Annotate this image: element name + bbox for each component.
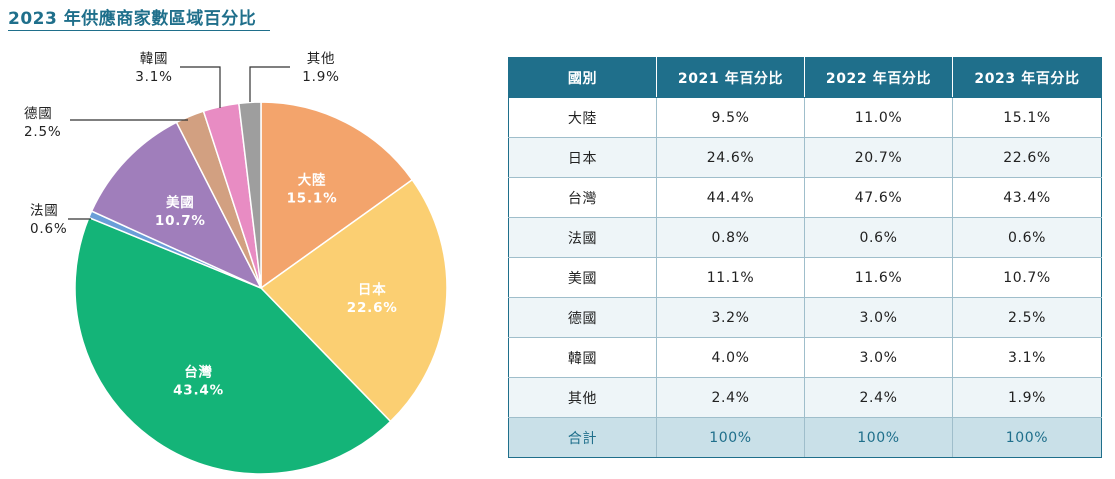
pie-chart: 大陸 15.1% 日本 22.6% 台灣 43.4% 法國 0.6% 美國 10.7% 德國 2.5%… xyxy=(24,51,448,475)
pie-slice-name-label: 法國 xyxy=(30,203,59,219)
table-cell-value: 24.6% xyxy=(656,137,805,178)
pie-slice-1 xyxy=(259,178,448,423)
table-row: 大陸 9.5% 11.0% 15.1% xyxy=(508,97,1102,138)
pie-slice-value-label: 15.1% xyxy=(287,191,338,207)
table-cell-country: 台灣 xyxy=(508,177,657,218)
table-cell-value: 11.0% xyxy=(804,97,953,138)
table-cell-value: 10.7% xyxy=(952,257,1102,298)
page-title: 2023 年供應商家數區域百分比 xyxy=(8,9,257,29)
table-cell-value: 44.4% xyxy=(656,177,805,218)
pie-slice-2 xyxy=(74,216,392,475)
table-row: 其他 2.4% 2.4% 1.9% xyxy=(508,377,1102,418)
table-cell-country: 韓國 xyxy=(508,337,657,378)
table-row: 台灣 44.4% 47.6% 43.4% xyxy=(508,177,1102,218)
total-2023: 100% xyxy=(952,417,1102,458)
table-cell-value: 1.9% xyxy=(952,377,1102,418)
table-cell-value: 4.0% xyxy=(656,337,805,378)
table-cell-value: 0.6% xyxy=(804,217,953,258)
pie-slice-value-label: 3.1% xyxy=(135,69,173,85)
pie-slice-name-label: 德國 xyxy=(24,106,53,122)
table-cell-value: 15.1% xyxy=(952,97,1102,138)
table-row: 法國 0.8% 0.6% 0.6% xyxy=(508,217,1102,258)
table-row: 韓國 4.0% 3.0% 3.1% xyxy=(508,337,1102,378)
pie-slice-7 xyxy=(237,101,262,289)
table-cell-country: 美國 xyxy=(508,257,657,298)
table-cell-value: 2.4% xyxy=(656,377,805,418)
pie-slice-name-label: 韓國 xyxy=(140,51,169,67)
table-cell-value: 11.1% xyxy=(656,257,805,298)
pie-slice-name-label: 其他 xyxy=(307,51,336,67)
pie-slice-value-label: 43.4% xyxy=(173,383,224,399)
table-cell-country: 其他 xyxy=(508,377,657,418)
table-total-row: 合計 100% 100% 100% xyxy=(508,417,1102,458)
pie-slice-name-label: 日本 xyxy=(358,281,387,298)
title-underline xyxy=(8,30,270,31)
table-cell-value: 0.6% xyxy=(952,217,1102,258)
table-cell-country: 法國 xyxy=(508,217,657,258)
table-cell-country: 德國 xyxy=(508,297,657,338)
pie-slice-name-label: 美國 xyxy=(166,194,195,211)
pie-slices xyxy=(74,101,448,475)
column-header-country: 國別 xyxy=(508,57,657,98)
table-cell-value: 0.8% xyxy=(656,217,805,258)
table-cell-value: 2.4% xyxy=(804,377,953,418)
pie-slice-name-label: 大陸 xyxy=(298,172,327,189)
table-row: 德國 3.2% 3.0% 2.5% xyxy=(508,297,1102,338)
pie-leader-line xyxy=(249,66,290,102)
table-cell-value: 9.5% xyxy=(656,97,805,138)
column-header-2023: 2023 年百分比 xyxy=(952,57,1102,98)
total-label: 合計 xyxy=(508,417,657,458)
table-cell-value: 20.7% xyxy=(804,137,953,178)
table-cell-value: 3.2% xyxy=(656,297,805,338)
pie-slice-value-label: 1.9% xyxy=(302,69,340,85)
table-cell-value: 3.0% xyxy=(804,337,953,378)
pie-slice-name-label: 台灣 xyxy=(184,364,213,381)
table-cell-value: 3.0% xyxy=(804,297,953,338)
pie-slice-value-label: 2.5% xyxy=(24,124,62,140)
table-header-row: 國別 2021 年百分比 2022 年百分比 2023 年百分比 xyxy=(508,57,1102,98)
table-cell-value: 47.6% xyxy=(804,177,953,218)
table-cell-country: 大陸 xyxy=(508,97,657,138)
pie-slice-4 xyxy=(90,121,263,290)
pie-slice-value-label: 0.6% xyxy=(30,221,68,237)
column-header-2021: 2021 年百分比 xyxy=(656,57,805,98)
pie-slice-value-label: 22.6% xyxy=(347,300,398,316)
supplier-percentage-table: 國別 2021 年百分比 2022 年百分比 2023 年百分比 大陸 9.5% 1… xyxy=(508,57,1102,458)
column-header-2022: 2022 年百分比 xyxy=(804,57,953,98)
table-cell-value: 3.1% xyxy=(952,337,1102,378)
pie-labels: 大陸 15.1% 日本 22.6% 台灣 43.4% 法國 0.6% 美國 10.7% 德國 2.5%… xyxy=(24,51,398,399)
table-cell-value: 11.6% xyxy=(804,257,953,298)
total-2021: 100% xyxy=(656,417,805,458)
table-row: 日本 24.6% 20.7% 22.6% xyxy=(508,137,1102,178)
table-body: 大陸 9.5% 11.0% 15.1% 日本 24.6% 20.7% 22.6% 台灣 44.4%… xyxy=(508,97,1102,418)
table-cell-value: 22.6% xyxy=(952,137,1102,178)
pie-leader-line xyxy=(180,66,221,108)
table-cell-country: 日本 xyxy=(508,137,657,178)
table-row: 美國 11.1% 11.6% 10.7% xyxy=(508,257,1102,298)
table-cell-value: 43.4% xyxy=(952,177,1102,218)
pie-leader-lines xyxy=(68,66,290,220)
pie-slice-value-label: 10.7% xyxy=(155,213,206,229)
pie-slice-0 xyxy=(260,101,414,290)
table-cell-value: 2.5% xyxy=(952,297,1102,338)
total-2022: 100% xyxy=(804,417,953,458)
